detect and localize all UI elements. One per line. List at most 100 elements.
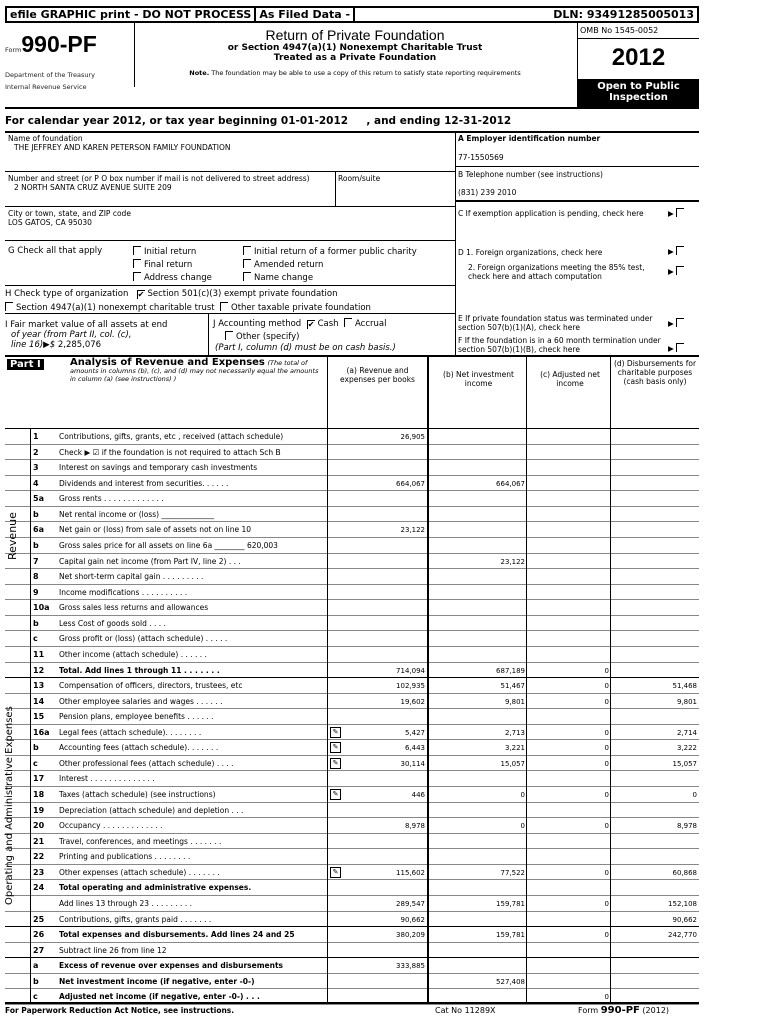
col-c-value[interactable] [527,522,611,538]
col-b-value[interactable] [428,445,527,461]
col-c-value[interactable] [527,445,611,461]
col-a-value[interactable]: 8,978 [404,822,425,831]
col-c-value[interactable]: 0 [604,759,609,768]
col-d-value[interactable]: 90,662 [672,915,698,924]
col-d-value[interactable] [611,834,699,850]
col-d-value[interactable]: 60,868 [672,868,698,877]
col-c-value[interactable] [527,709,611,725]
address-change-checkbox[interactable] [133,272,141,281]
col-c-value[interactable]: 0 [604,744,609,753]
col-a-value[interactable] [327,709,427,725]
col-c-value[interactable]: 0 [604,728,609,737]
col-b-value[interactable]: 77,522 [500,868,526,877]
col-a-value[interactable] [327,771,427,787]
col-c-value[interactable] [527,912,611,928]
col-b-value[interactable] [428,880,527,896]
col-b-value[interactable] [428,522,527,538]
col-a-value[interactable]: 102,935 [396,682,425,691]
other-taxable-checkbox[interactable] [220,302,228,311]
col-a-value[interactable]: 26,905 [400,433,426,441]
col-a-value[interactable] [327,849,427,865]
col-b-value[interactable] [428,569,527,585]
col-d-value[interactable] [611,631,699,647]
col-c-value[interactable] [527,943,611,959]
col-d-value[interactable] [611,989,699,1005]
col-a-value[interactable] [327,554,427,570]
col-a-value[interactable] [327,974,427,990]
col-c-value[interactable]: 0 [604,993,609,1002]
col-a-value[interactable]: 289,547 [396,900,425,909]
4947-checkbox[interactable] [5,302,13,311]
col-d-value[interactable] [611,507,699,523]
col-c-value[interactable] [527,538,611,554]
col-b-value[interactable] [428,771,527,787]
cash-checkbox[interactable]: ✔ [306,320,315,329]
col-b-value[interactable]: 664,067 [496,479,525,488]
501c3-checkbox[interactable]: ✔ [136,290,145,299]
col-a-value[interactable]: 333,885 [396,962,425,971]
col-b-value[interactable] [428,491,527,507]
col-b-value[interactable] [428,647,527,663]
col-c-value[interactable]: 0 [604,666,609,675]
col-d-value[interactable] [611,445,699,461]
fmv-value[interactable]: 2,285,076 [57,340,102,350]
initial-return-former-checkbox[interactable] [243,246,251,255]
attachment-icon[interactable]: ✎ [330,789,341,801]
col-a-value[interactable]: 19,602 [400,697,426,706]
col-b-value[interactable]: 15,057 [500,759,526,768]
col-b-value[interactable] [428,585,527,601]
col-d-value[interactable] [611,585,699,601]
foundation-name[interactable]: THE JEFFREY AND KAREN PETERSON FAMILY FO… [14,143,231,152]
exemption-pending-checkbox[interactable] [676,208,685,217]
col-a-value[interactable]: 30,114 [400,759,426,768]
col-c-value[interactable] [527,834,611,850]
foreign-85-checkbox[interactable] [676,266,685,275]
col-b-value[interactable]: 159,781 [496,931,525,940]
col-c-value[interactable] [527,507,611,523]
col-a-value[interactable]: 5,427 [404,728,425,737]
col-c-value[interactable]: 0 [604,900,609,909]
col-a-value[interactable]: 446 [411,791,425,800]
col-d-value[interactable]: 2,714 [676,728,697,737]
col-a-value[interactable] [327,585,427,601]
col-d-value[interactable] [611,429,699,445]
col-d-value[interactable]: 8,978 [676,822,697,831]
col-a-value[interactable] [327,491,427,507]
final-return-checkbox[interactable] [133,259,141,268]
col-a-value[interactable] [327,880,427,896]
col-b-value[interactable] [428,803,527,819]
col-b-value[interactable]: 3,221 [504,744,525,753]
col-c-value[interactable] [527,491,611,507]
col-c-value[interactable]: 0 [604,682,609,691]
name-change-checkbox[interactable] [243,272,251,281]
col-c-value[interactable] [527,803,611,819]
col-c-value[interactable]: 0 [604,868,609,877]
col-d-value[interactable] [611,522,699,538]
col-b-value[interactable] [428,631,527,647]
col-c-value[interactable] [527,460,611,476]
initial-return-checkbox[interactable] [133,246,141,255]
col-d-value[interactable] [611,554,699,570]
col-b-value[interactable]: 527,408 [496,977,525,986]
col-c-value[interactable]: 0 [604,931,609,940]
col-b-value[interactable]: 51,467 [500,682,526,691]
col-d-value[interactable] [611,880,699,896]
col-a-value[interactable] [327,943,427,959]
attachment-icon[interactable]: ✎ [330,866,341,878]
col-d-value[interactable] [611,974,699,990]
accrual-checkbox[interactable] [343,318,352,327]
col-c-value[interactable] [527,849,611,865]
col-b-value[interactable]: 0 [520,822,525,831]
col-b-value[interactable] [428,958,527,974]
col-c-value[interactable] [527,600,611,616]
phone[interactable]: (831) 239 2010 [458,188,517,197]
col-b-value[interactable] [428,616,527,632]
60-month-checkbox[interactable] [676,343,685,352]
col-d-value[interactable] [611,958,699,974]
col-b-value[interactable] [428,600,527,616]
col-b-value[interactable]: 687,189 [496,666,525,675]
col-d-value[interactable] [611,803,699,819]
col-b-value[interactable] [428,538,527,554]
col-d-value[interactable] [611,647,699,663]
col-d-value[interactable]: 3,222 [676,744,697,753]
